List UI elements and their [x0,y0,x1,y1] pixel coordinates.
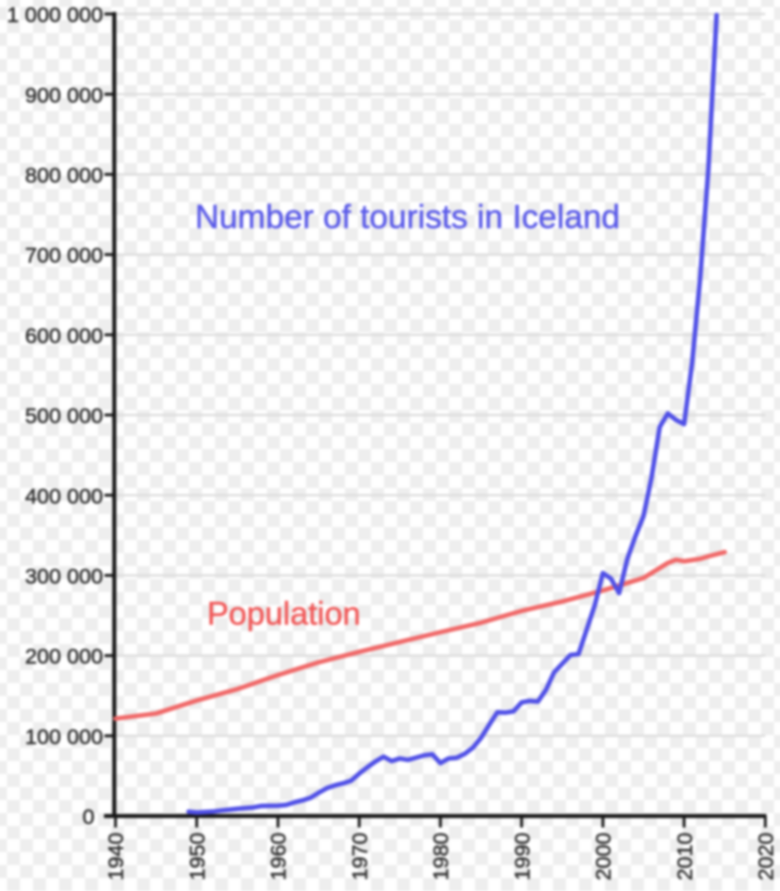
svg-text:1980: 1980 [428,833,453,881]
svg-text:200 000: 200 000 [25,644,103,669]
svg-text:1970: 1970 [347,833,372,881]
svg-text:700 000: 700 000 [25,243,103,268]
svg-text:1990: 1990 [509,833,534,881]
svg-text:800 000: 800 000 [25,163,103,188]
svg-text:Population: Population [207,596,361,632]
svg-text:2010: 2010 [672,833,697,881]
svg-text:300 000: 300 000 [25,564,103,589]
svg-text:600 000: 600 000 [25,323,103,348]
svg-text:500 000: 500 000 [25,403,103,428]
svg-text:400 000: 400 000 [25,483,103,508]
svg-text:1960: 1960 [266,833,291,881]
svg-text:0: 0 [82,804,94,829]
svg-text:2000: 2000 [591,833,616,881]
svg-text:100 000: 100 000 [25,724,103,749]
svg-text:Number of tourists in Iceland: Number of tourists in Iceland [195,199,620,236]
svg-text:1 000 000: 1 000 000 [7,2,103,27]
svg-text:2020: 2020 [753,833,778,881]
svg-text:1940: 1940 [103,833,128,881]
svg-text:900 000: 900 000 [25,82,103,107]
svg-text:1950: 1950 [184,833,209,881]
